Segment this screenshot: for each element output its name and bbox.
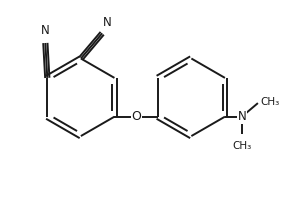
Text: CH₃: CH₃: [261, 97, 280, 107]
Text: CH₃: CH₃: [233, 141, 252, 151]
Text: O: O: [131, 110, 141, 123]
Text: N: N: [103, 16, 111, 29]
Text: N: N: [41, 24, 50, 37]
Text: N: N: [238, 110, 247, 123]
